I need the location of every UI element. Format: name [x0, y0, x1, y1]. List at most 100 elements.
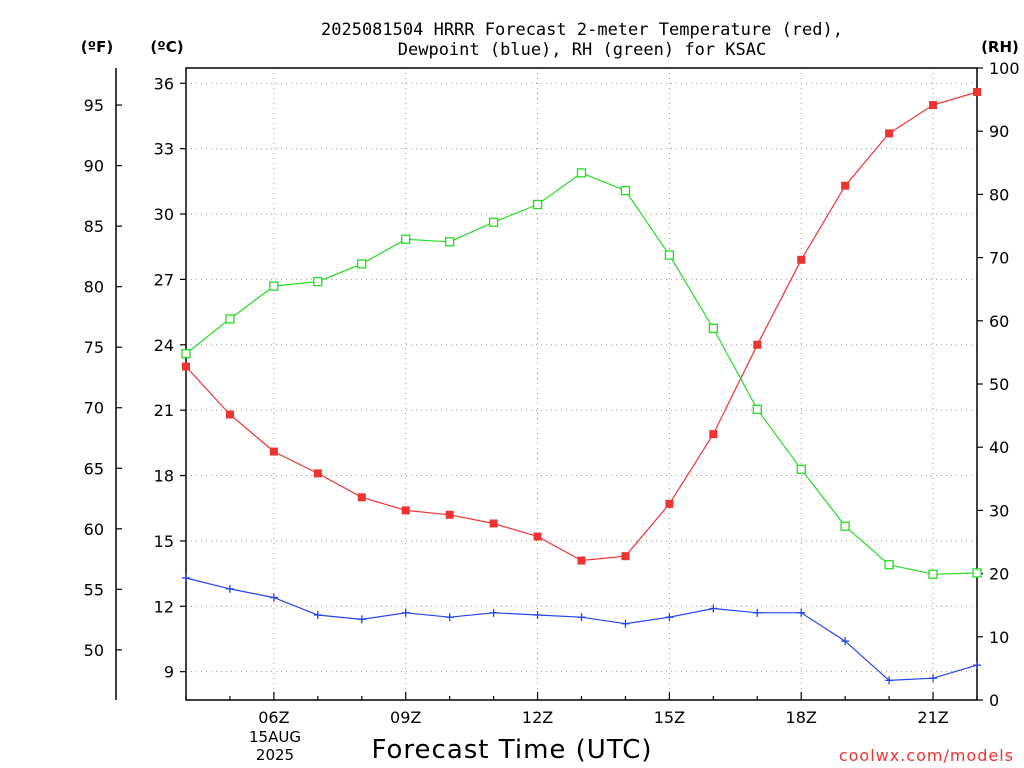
- rh-point: [269, 281, 279, 291]
- dewpoint-point: [533, 611, 542, 620]
- rh-point: [796, 464, 806, 474]
- temperature-point: [621, 552, 630, 561]
- fahrenheit-tick-label: 75: [84, 338, 104, 357]
- fahrenheit-tick-label: 85: [84, 217, 104, 236]
- temperature-point: [182, 362, 190, 371]
- dewpoint-point: [313, 611, 322, 620]
- rh-point: [708, 323, 718, 334]
- rh-tick-label: 90: [989, 122, 1009, 141]
- rh-point: [401, 234, 411, 244]
- rh-point: [576, 168, 587, 178]
- temperature-point: [709, 430, 718, 439]
- celsius-tick-label: 9: [164, 663, 174, 682]
- plot-frame: [185, 67, 978, 701]
- x-tick-label: 21Z: [917, 708, 948, 727]
- temperature-point: [929, 101, 938, 110]
- dewpoint-point: [445, 613, 454, 622]
- temperature-point: [753, 340, 762, 349]
- celsius-tick-label: 24: [154, 336, 174, 355]
- rh-tick-label: 50: [989, 375, 1009, 394]
- celsius-tick-label: 30: [154, 205, 174, 224]
- rh-tick-label: 70: [989, 249, 1009, 268]
- temperature-point: [313, 469, 322, 478]
- dewpoint-point: [753, 608, 762, 617]
- rh-unit-label: (RH): [981, 38, 1019, 56]
- fahrenheit-tick-label: 50: [84, 641, 104, 660]
- dewpoint-point: [929, 674, 938, 683]
- temperature-point: [445, 510, 454, 519]
- fahrenheit-tick-label: 70: [84, 399, 104, 418]
- rh-tick-label: 20: [989, 565, 1009, 584]
- temperature-point: [577, 556, 586, 565]
- dewpoint-point: [577, 613, 586, 622]
- celsius-tick-label: 15: [154, 532, 174, 551]
- dewpoint-point: [665, 613, 674, 622]
- series-layer: [181, 87, 982, 685]
- x-tick-label: 18Z: [786, 708, 817, 727]
- fahrenheit-tick-label: 95: [84, 96, 104, 115]
- x-tick-label: 09Z: [390, 708, 421, 727]
- temperature-point: [489, 519, 498, 528]
- rh-point: [225, 314, 235, 324]
- rh-point: [181, 349, 191, 359]
- rh-point: [313, 276, 323, 287]
- fahrenheit-tick-label: 60: [84, 520, 104, 539]
- rh-tick-label: 30: [989, 501, 1009, 520]
- chart-title-line1: 2025081504 HRRR Forecast 2-meter Tempera…: [321, 20, 843, 40]
- rh-point: [488, 217, 499, 227]
- celsius-tick-label: 27: [154, 270, 174, 289]
- watermark: coolwx.com/models: [839, 746, 1014, 765]
- temperature-point: [885, 129, 894, 138]
- date-label-year: 2025: [256, 746, 294, 764]
- temperature-point: [401, 506, 410, 515]
- rh-point: [752, 404, 762, 414]
- temperature-point: [357, 493, 366, 502]
- rh-point: [884, 560, 894, 570]
- dewpoint-point: [797, 608, 806, 617]
- temperature-point: [797, 255, 806, 264]
- rh-point: [972, 568, 982, 578]
- x-tick-label: 06Z: [258, 708, 289, 727]
- rh-tick-label: 60: [989, 312, 1009, 331]
- date-label-day: 15AUG: [249, 728, 301, 746]
- celsius-tick-label: 36: [154, 74, 174, 93]
- dewpoint-point: [269, 593, 278, 602]
- rh-point: [928, 569, 938, 579]
- chart-title-line2: Dewpoint (blue), RH (green) for KSAC: [398, 40, 766, 60]
- celsius-tick-label: 18: [154, 467, 174, 486]
- dewpoint-point: [401, 608, 410, 617]
- celsius-tick-label: 21: [154, 401, 174, 420]
- temperature-point: [973, 87, 981, 96]
- temperature-point: [665, 499, 674, 508]
- rh-point: [840, 521, 850, 531]
- rh-tick-label: 0: [989, 691, 999, 710]
- grid-lines: [186, 68, 977, 700]
- dewpoint-point: [885, 676, 894, 685]
- fahrenheit-tick-label: 80: [84, 278, 104, 297]
- rh-point: [532, 199, 543, 210]
- series-line-rh: [185, 172, 978, 575]
- series-line-dewpoint: [185, 577, 978, 682]
- temperature-point: [225, 410, 234, 419]
- rh-tick-label: 40: [989, 438, 1009, 457]
- fahrenheit-unit-label: (ºF): [81, 38, 113, 56]
- temperature-point: [841, 181, 850, 190]
- dewpoint-point: [357, 615, 366, 624]
- dewpoint-point: [225, 584, 234, 593]
- dewpoint-point: [182, 573, 190, 582]
- dewpoint-point: [621, 619, 630, 628]
- rh-point: [620, 185, 631, 196]
- dewpoint-point: [709, 604, 718, 613]
- fahrenheit-tick-label: 90: [84, 157, 104, 176]
- temperature-point: [533, 532, 542, 541]
- axes: 9 12 15 18 21 24 27 30 33 36 50 55 60 65 70 75 80 85 90 95 0…: [84, 59, 1020, 727]
- celsius-tick-label: 12: [154, 597, 174, 616]
- rh-tick-label: 80: [989, 185, 1009, 204]
- rh-point: [357, 259, 367, 269]
- dewpoint-point: [973, 661, 981, 670]
- dewpoint-point: [489, 608, 498, 617]
- temperature-point: [269, 447, 278, 456]
- dewpoint-point: [841, 637, 850, 646]
- series-line-temperature: [185, 91, 978, 562]
